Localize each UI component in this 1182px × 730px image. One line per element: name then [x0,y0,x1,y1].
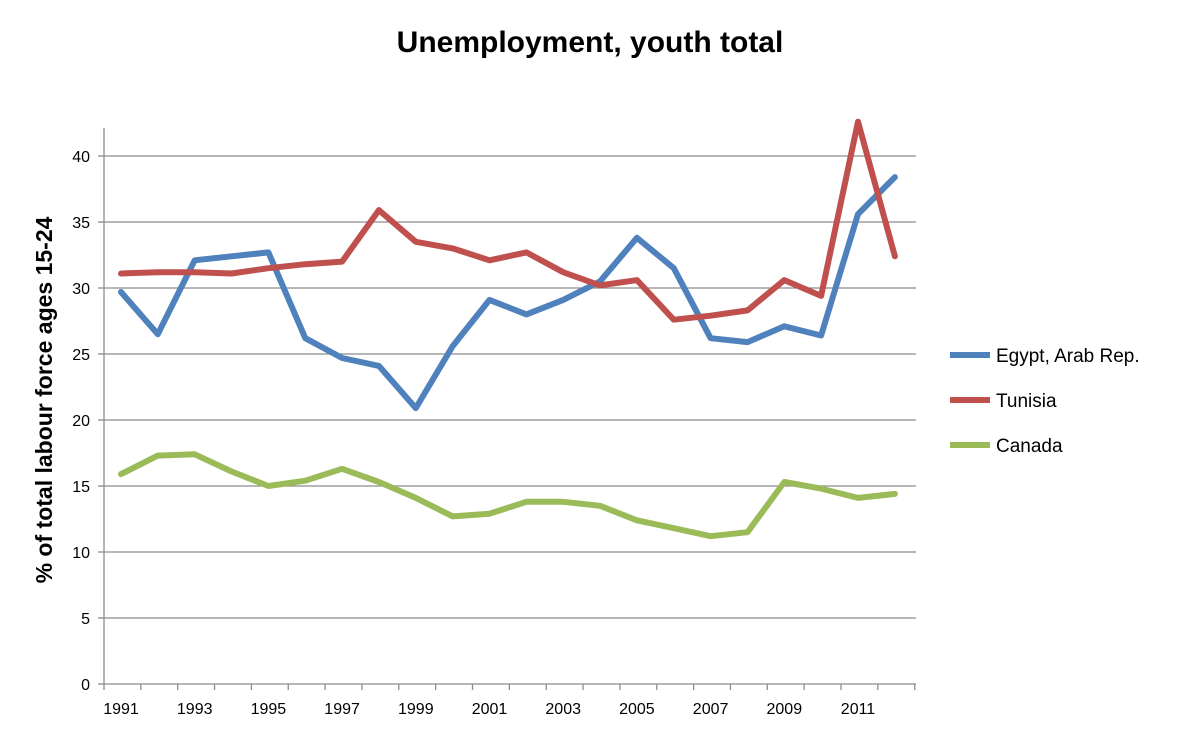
x-tick-label: 2001 [472,701,508,718]
axes [98,128,916,690]
y-tick-label: 0 [81,677,90,694]
series-line-0 [118,174,898,412]
y-tick-label: 25 [72,347,90,364]
x-tick-label: 2005 [619,701,655,718]
y-tick-label: 10 [72,545,90,562]
y-tick-label: 35 [72,215,90,232]
y-tick-label: 5 [81,611,90,628]
legend-label: Tunisia [996,391,1057,412]
y-tick-label: 30 [72,281,90,298]
series-line-2 [118,451,898,540]
series-lines [118,118,898,540]
legend: Egypt, Arab Rep. Tunisia Canada [950,346,1140,457]
y-tick-label: 40 [72,149,90,166]
x-tick-label: 2003 [545,701,581,718]
y-tick-label: 15 [72,479,90,496]
legend-label: Egypt, Arab Rep. [996,346,1140,367]
x-tick-label: 1997 [324,701,360,718]
x-tick-label: 2009 [767,701,803,718]
x-tick-label: 2007 [693,701,729,718]
x-tick-label: 1993 [177,701,213,718]
x-tick-label: 1999 [398,701,434,718]
x-tick-labels: 1991 1993 1995 1997 1999 2001 2003 2005 2007 2009… [103,701,875,718]
chart-title: Unemployment, youth total [397,26,784,59]
x-tick-label: 1991 [103,701,139,718]
y-tick-label: 20 [72,413,90,430]
series-line-1 [118,118,898,323]
gridlines [104,155,916,619]
legend-label: Canada [996,436,1063,457]
x-tick-label: 1995 [251,701,287,718]
y-axis-label: % of total labour force ages 15-24 [31,216,57,583]
x-tick-label: 2011 [841,701,876,718]
y-tick-labels: 0 5 10 15 20 25 30 35 40 [72,149,90,694]
